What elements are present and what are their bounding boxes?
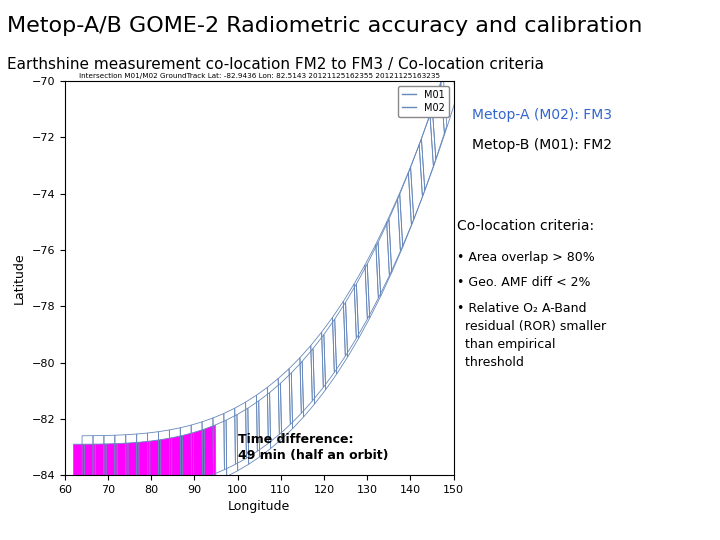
Text: Earthshine measurement co-location FM2 to FM3 / Co-location criteria: Earthshine measurement co-location FM2 t…: [7, 57, 544, 72]
Polygon shape: [117, 443, 128, 500]
Polygon shape: [150, 440, 161, 497]
Text: Metop-B (M01): FM2: Metop-B (M01): FM2: [472, 138, 611, 152]
Polygon shape: [183, 433, 194, 492]
Polygon shape: [95, 444, 107, 501]
Polygon shape: [73, 444, 84, 501]
Text: Metop-A (M02): FM3: Metop-A (M02): FM3: [472, 108, 611, 122]
Polygon shape: [204, 425, 216, 485]
Legend: M01, M02: M01, M02: [397, 86, 449, 117]
Text: • Area overlap > 80%: • Area overlap > 80%: [457, 251, 595, 264]
Polygon shape: [107, 443, 117, 500]
Y-axis label: Latitude: Latitude: [13, 252, 26, 304]
Text: Co-location criteria:: Co-location criteria:: [457, 219, 594, 233]
Polygon shape: [161, 438, 172, 496]
Title: Intersection M01/M02 GroundTrack Lat: -82.9436 Lon: 82.5143 20121125162355 20121: Intersection M01/M02 GroundTrack Lat: -8…: [78, 73, 440, 79]
Polygon shape: [139, 441, 150, 498]
Text: Metop-A/B GOME-2 Radiometric accuracy and calibration: Metop-A/B GOME-2 Radiometric accuracy an…: [7, 16, 642, 36]
Text: • Geo. AMF diff < 2%: • Geo. AMF diff < 2%: [457, 276, 590, 289]
X-axis label: Longitude: Longitude: [228, 501, 290, 514]
Polygon shape: [84, 444, 95, 501]
Polygon shape: [171, 435, 183, 494]
Text: Time difference:
49 min (half an orbit): Time difference: 49 min (half an orbit): [238, 433, 388, 462]
Text: • Relative O₂ A-Band
  residual (ROR) smaller
  than empirical
  threshold: • Relative O₂ A-Band residual (ROR) smal…: [457, 302, 606, 369]
Polygon shape: [128, 442, 139, 500]
Polygon shape: [194, 429, 204, 489]
